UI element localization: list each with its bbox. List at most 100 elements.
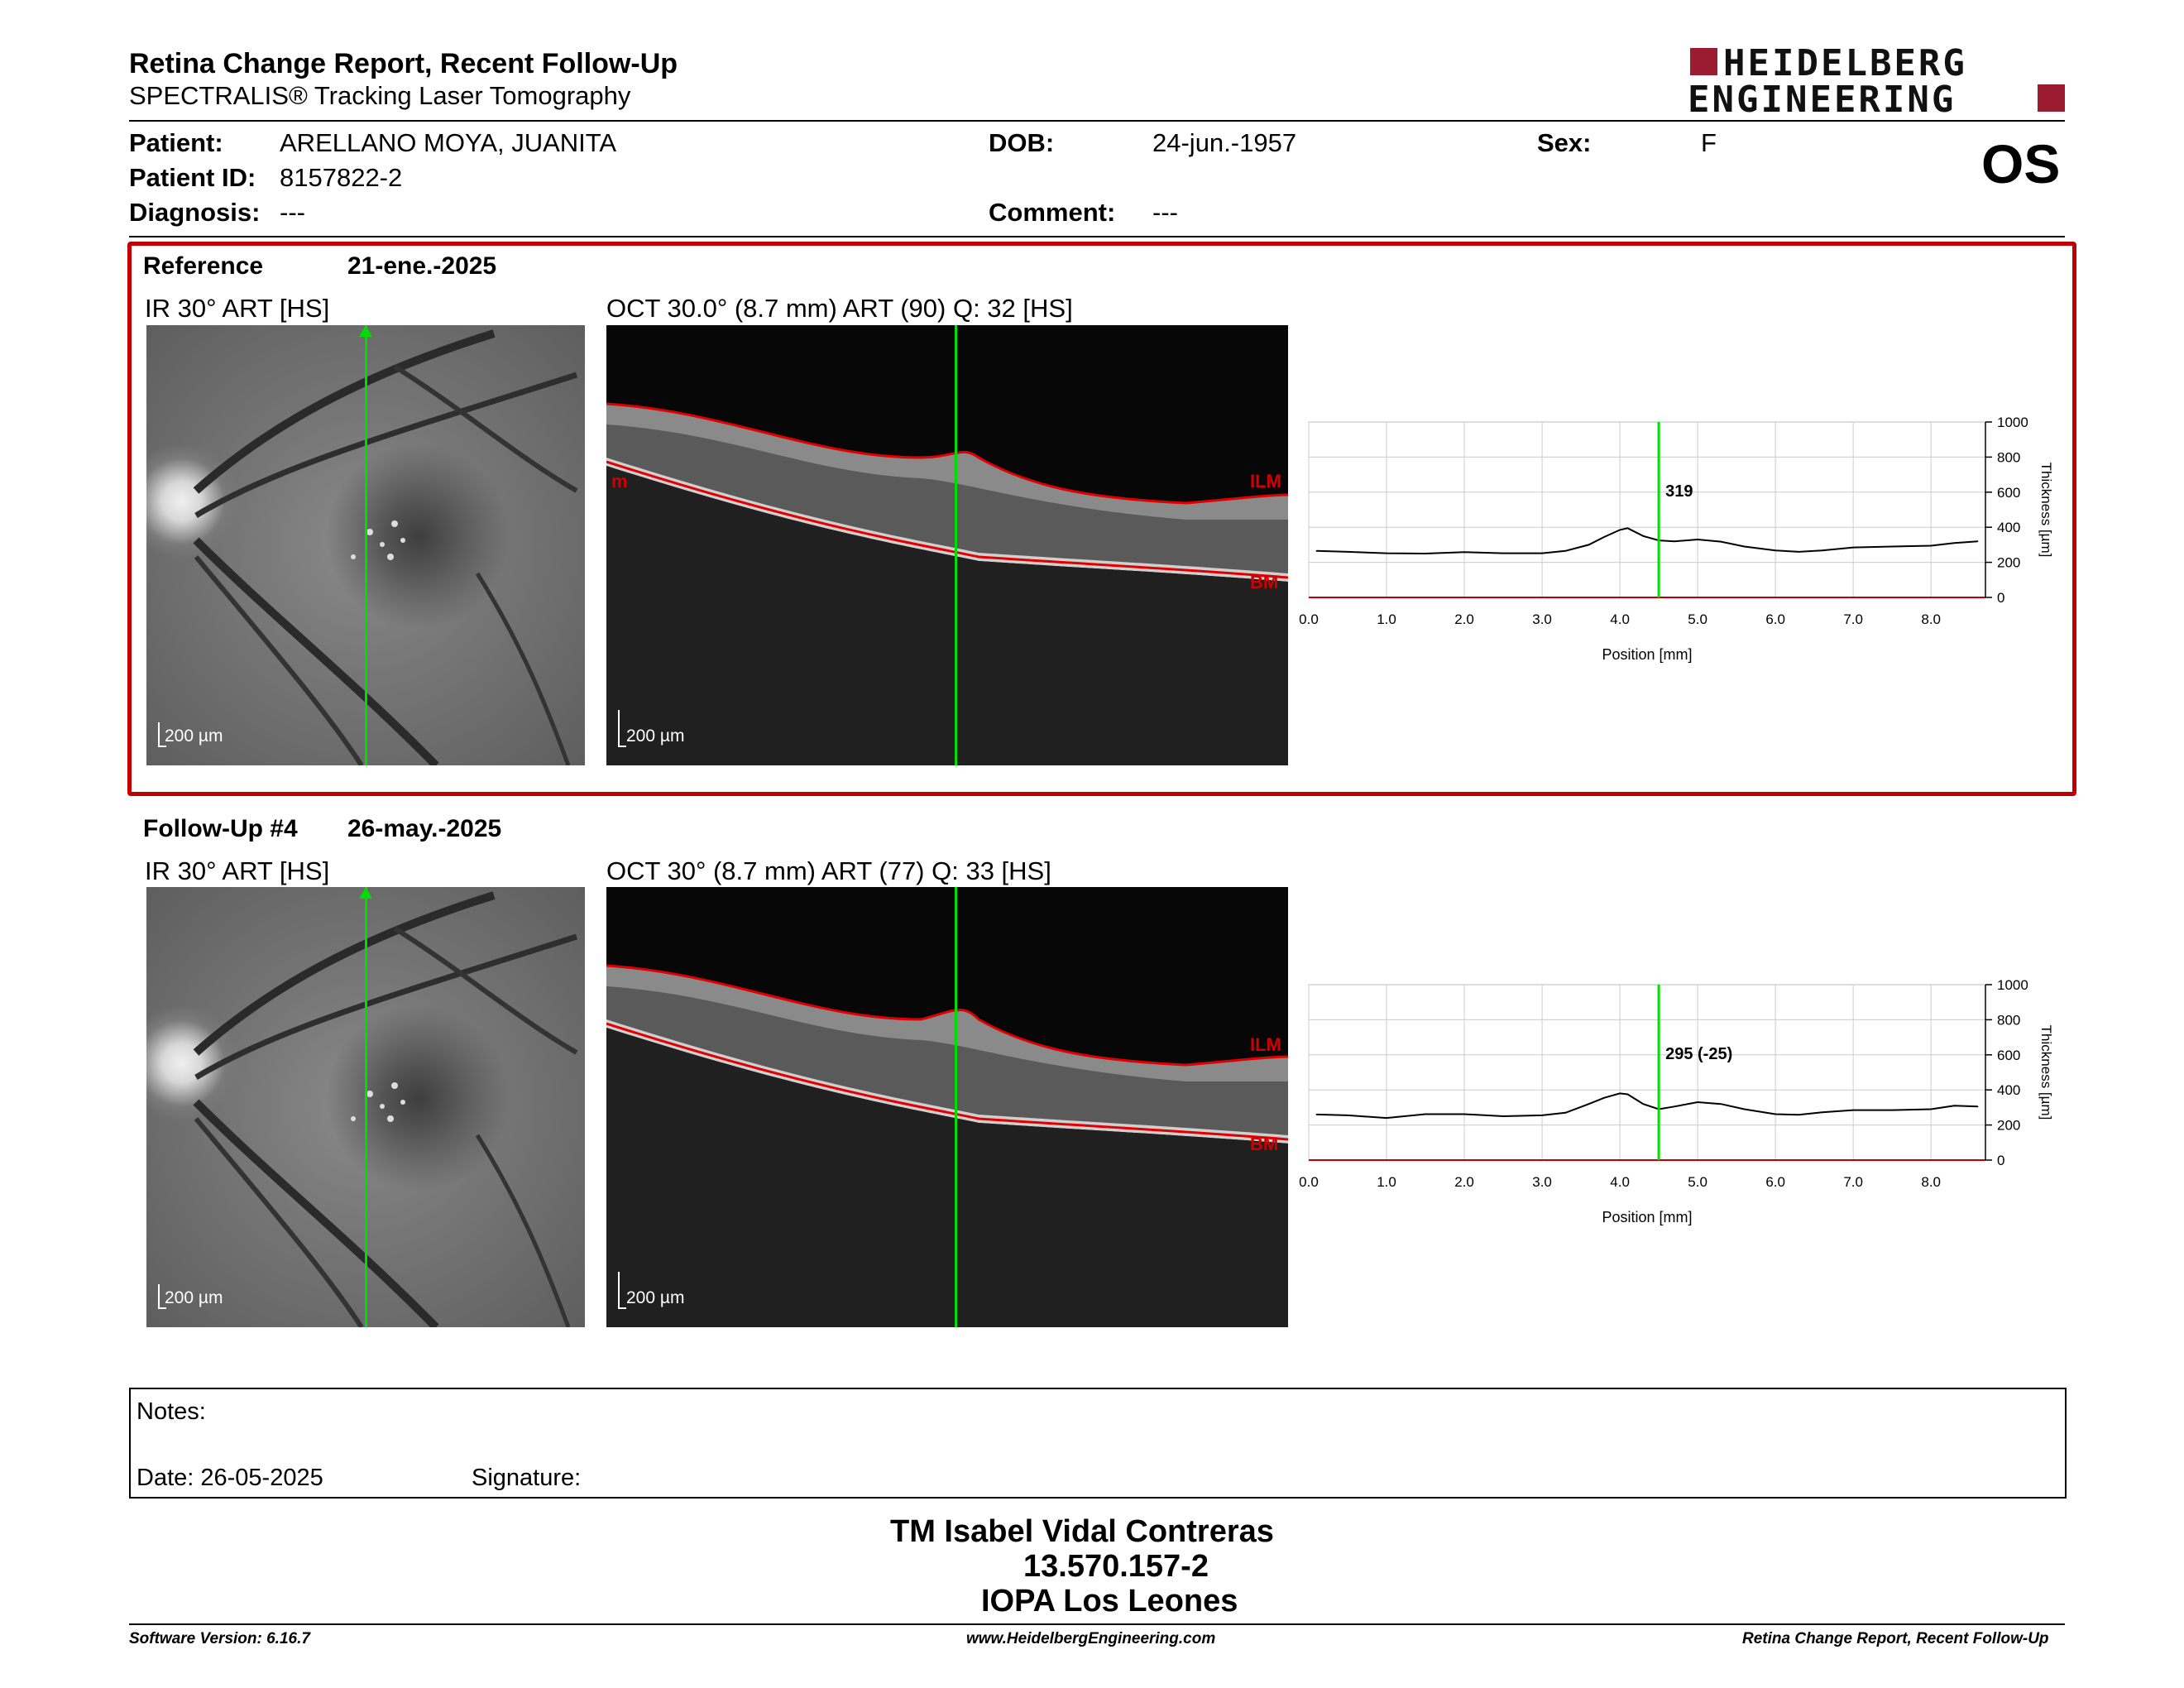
- notes-signature: Signature:: [472, 1465, 582, 1491]
- followup-chart-data-point: [1603, 1096, 1606, 1099]
- followup-chart-y-tick-label: 200: [1997, 1118, 2020, 1134]
- followup-chart-data-point: [1463, 1113, 1465, 1115]
- reference-chart-data-point: [1502, 552, 1504, 554]
- reference-chart-x-tick-label: 4.0: [1610, 611, 1630, 627]
- reference-ir-scale: 200 µm: [165, 727, 223, 746]
- reference-chart-data-point: [1463, 551, 1465, 554]
- followup-label: Follow-Up #4: [143, 815, 298, 842]
- followup-chart-data-point: [1720, 1103, 1722, 1105]
- reference-chart-x-tick-label: 2.0: [1454, 611, 1474, 627]
- notes-box[interactable]: [129, 1388, 2067, 1499]
- reference-chart-y-axis-label: Thickness [µm]: [2038, 463, 2054, 558]
- footer-version: Software Version: 6.16.7: [129, 1630, 310, 1647]
- reference-label: Reference: [143, 252, 264, 280]
- reference-chart-y-tick-label: 400: [1997, 520, 2020, 535]
- followup-chart-data-point: [1347, 1115, 1348, 1116]
- dob-label: DOB:: [989, 128, 1055, 157]
- followup-chart-data-point: [1564, 1111, 1567, 1114]
- signatory-org: IOPA Los Leones: [981, 1584, 1238, 1618]
- followup-chart-y-tick-label: 1000: [1997, 977, 2028, 993]
- reference-chart-data-point: [1674, 540, 1675, 542]
- reference-chart-data-point: [1821, 549, 1823, 551]
- followup-chart-y-axis-label: Thickness [µm]: [2038, 1025, 2054, 1120]
- reference-chart-data-point: [1743, 545, 1746, 548]
- reference-chart-data-point: [1603, 536, 1606, 538]
- followup-chart-data-point: [1821, 1111, 1823, 1114]
- signatory-id: 13.570.157-2: [1023, 1549, 1209, 1584]
- followup-chart-data-point: [1697, 1101, 1698, 1103]
- reference-oct-scale-bar: [618, 710, 620, 747]
- reference-chart-y-tick-label: 0: [1997, 590, 2004, 606]
- followup-ir-scale: 200 µm: [165, 1288, 223, 1307]
- reference-chart-data-point: [1347, 551, 1348, 553]
- notes-date: Date: 26-05-2025: [136, 1465, 323, 1491]
- reference-chart-x-tick-label: 1.0: [1377, 611, 1396, 627]
- followup-chart-x-tick-label: 0.0: [1299, 1174, 1319, 1190]
- footer-website[interactable]: www.HeidelbergEngineering.com: [966, 1630, 1216, 1647]
- followup-oct-scale: 200 µm: [626, 1288, 685, 1307]
- followup-chart-x-axis-label: Position [mm]: [1602, 1209, 1692, 1225]
- reference-chart-data-point: [1774, 549, 1776, 551]
- reference-chart-data-point: [1386, 552, 1387, 554]
- reference-ir-vessels: [193, 329, 578, 765]
- followup-ir-scan-line[interactable]: [365, 887, 367, 1327]
- reference-chart-x-axis-label: Position [mm]: [1602, 646, 1692, 663]
- reference-chart-x-tick-label: 7.0: [1843, 611, 1863, 627]
- footer-divider: [129, 1623, 2065, 1625]
- followup-chart-x-tick-label: 6.0: [1765, 1174, 1785, 1190]
- reference-oct-title: OCT 30.0° (8.7 mm) ART (90) Q: 32 [HS]: [606, 294, 1073, 323]
- followup-chart-data-point: [1953, 1105, 1956, 1107]
- followup-chart-y-tick-label: 0: [1997, 1153, 2004, 1168]
- reference-ir-image[interactable]: 200 µm: [146, 325, 585, 765]
- followup-chart-data-point: [1588, 1103, 1590, 1105]
- followup-chart-x-tick-label: 2.0: [1454, 1174, 1474, 1190]
- reference-chart-data-point: [1976, 540, 1979, 542]
- followup-chart-x-tick-label: 1.0: [1377, 1174, 1396, 1190]
- followup-chart-data-point: [1626, 1093, 1629, 1096]
- followup-oct-image[interactable]: ILM BM 200 µm: [606, 887, 1288, 1327]
- followup-chart-y-tick-label: 800: [1997, 1012, 2020, 1028]
- followup-chart-data-point: [1619, 1092, 1621, 1095]
- followup-bm-label: BM: [1250, 1134, 1279, 1154]
- followup-chart-x-tick-label: 5.0: [1688, 1174, 1707, 1190]
- followup-chart-data-point: [1891, 1109, 1893, 1111]
- reference-ilm-label: ILM: [1250, 471, 1281, 492]
- followup-chart-data-point: [1674, 1105, 1675, 1108]
- followup-chart-x-tick-label: 8.0: [1921, 1174, 1941, 1190]
- followup-chart-y-tick-label: 400: [1997, 1082, 2020, 1098]
- followup-chart-data-point: [1774, 1113, 1776, 1115]
- followup-chart-data-point: [1425, 1113, 1426, 1115]
- patient-id: 8157822-2: [280, 163, 403, 192]
- patient-divider: [129, 236, 2065, 237]
- followup-oct-layers: [606, 964, 1288, 1327]
- followup-date: 26-may.-2025: [347, 815, 502, 842]
- reference-oct-scan-line[interactable]: [955, 325, 957, 765]
- patient-name: ARELLANO MOYA, JUANITA: [280, 128, 617, 157]
- diagnosis-value: ---: [280, 198, 305, 227]
- logo-square-top: [1690, 48, 1717, 75]
- reference-ir-scan-line[interactable]: [365, 325, 367, 765]
- followup-chart-x-tick-label: 7.0: [1843, 1174, 1863, 1190]
- reference-chart-data-point: [1588, 544, 1590, 546]
- followup-ir-image[interactable]: 200 µm: [146, 887, 585, 1327]
- reference-chart-marker-label: 319: [1665, 482, 1693, 501]
- reference-chart-x-tick-label: 6.0: [1765, 611, 1785, 627]
- followup-chart-plot-frame: [1308, 984, 1986, 1161]
- dob-value: 24-jun.-1957: [1152, 128, 1297, 157]
- followup-ir-scale-bar: [158, 1284, 160, 1309]
- followup-thickness-chart: 0.0 1.0 2.0 3.0 4.0 5.0 6.0 7.0 8.0 1000 800 600 400…: [1299, 977, 2054, 1225]
- followup-chart-data-point: [1386, 1117, 1387, 1119]
- followup-oct-scan-line[interactable]: [955, 887, 957, 1327]
- followup-ir-vessels: [193, 891, 578, 1327]
- reference-oct-image[interactable]: ILM BM m 200 µm: [606, 325, 1288, 765]
- reference-chart-x-tick-label: 3.0: [1532, 611, 1552, 627]
- reference-chart-data-point: [1564, 550, 1567, 552]
- followup-chart-data-point: [1798, 1114, 1800, 1116]
- reference-oct-scale: 200 µm: [626, 727, 685, 746]
- reference-thickness-chart: 0.0 1.0 2.0 3.0 4.0 5.0 6.0 7.0 8.0 1000 800 600 400…: [1299, 415, 2054, 663]
- reference-chart-data-point: [1642, 535, 1645, 537]
- reference-chart-series-line: [1316, 527, 1978, 555]
- logo-engineering: ENGINEERING: [1688, 79, 1956, 121]
- followup-chart-marker-label: 295 (-25): [1665, 1045, 1732, 1063]
- reference-chart-y-tick-label: 800: [1997, 449, 2020, 465]
